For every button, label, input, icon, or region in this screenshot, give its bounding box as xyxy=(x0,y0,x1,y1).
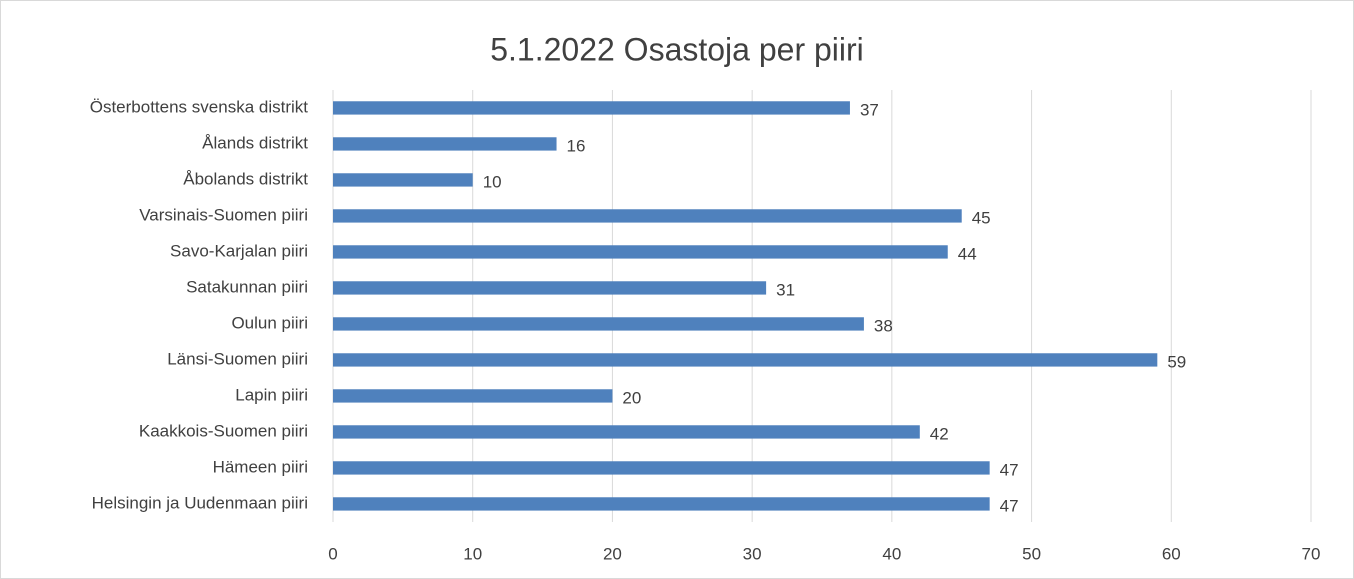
bar xyxy=(333,137,557,151)
data-label: 10 xyxy=(483,172,502,191)
y-tick-label: Lapin piiri xyxy=(235,385,308,404)
x-tick-label: 60 xyxy=(1162,544,1181,563)
bar xyxy=(333,281,767,295)
y-tick-label: Satakunnan piiri xyxy=(186,277,308,296)
y-tick-label: Österbottens svenska distrikt xyxy=(90,97,309,116)
y-tick-label: Kaakkois-Suomen piiri xyxy=(139,421,308,440)
data-label: 38 xyxy=(874,316,893,335)
bar xyxy=(333,353,1158,367)
bar xyxy=(333,209,962,223)
data-label: 47 xyxy=(1000,460,1019,479)
x-tick-label: 40 xyxy=(882,544,901,563)
x-tick-label: 20 xyxy=(603,544,622,563)
y-tick-label: Varsinais-Suomen piiri xyxy=(139,205,308,224)
bar xyxy=(333,245,948,259)
bar xyxy=(333,101,850,115)
y-tick-label: Hämeen piiri xyxy=(213,457,308,476)
bar xyxy=(333,317,864,331)
data-label: 59 xyxy=(1167,352,1186,371)
y-tick-label: Helsingin ja Uudenmaan piiri xyxy=(92,493,308,512)
data-label: 16 xyxy=(567,136,586,155)
x-tick-label: 30 xyxy=(743,544,762,563)
data-label: 42 xyxy=(930,424,949,443)
y-tick-label: Åbolands distrikt xyxy=(183,169,308,188)
chart-title: 5.1.2022 Osastoja per piiri xyxy=(490,31,864,67)
x-tick-label: 0 xyxy=(328,544,337,563)
data-label: 47 xyxy=(1000,496,1019,515)
y-tick-label: Länsi-Suomen piiri xyxy=(167,349,308,368)
bar xyxy=(333,173,473,187)
data-label: 44 xyxy=(958,244,977,263)
y-tick-label: Ålands distrikt xyxy=(202,133,308,152)
bar xyxy=(333,425,920,439)
y-tick-label: Oulun piiri xyxy=(231,313,308,332)
x-tick-label: 50 xyxy=(1022,544,1041,563)
data-label: 20 xyxy=(622,388,641,407)
bar xyxy=(333,461,990,475)
x-tick-label: 70 xyxy=(1302,544,1321,563)
y-tick-label: Savo-Karjalan piiri xyxy=(170,241,308,260)
x-tick-label: 10 xyxy=(463,544,482,563)
data-label: 37 xyxy=(860,100,879,119)
data-label: 45 xyxy=(972,208,991,227)
bar xyxy=(333,389,613,403)
bar xyxy=(333,497,990,511)
data-label: 31 xyxy=(776,280,795,299)
